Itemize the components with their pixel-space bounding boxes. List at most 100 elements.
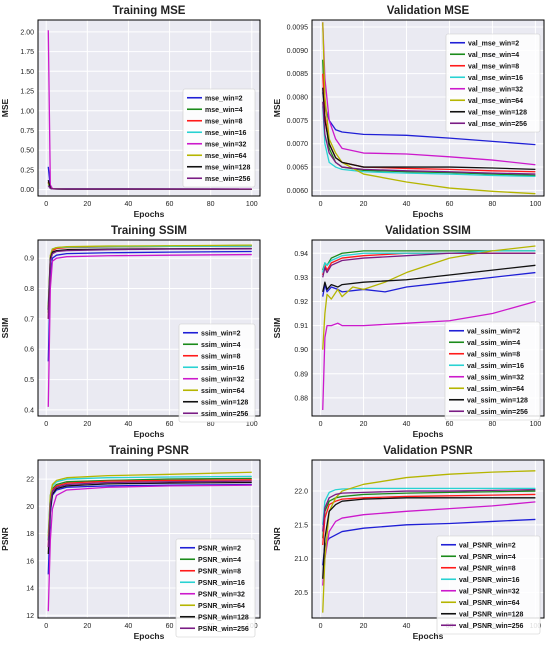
legend-label: mse_win=16 bbox=[205, 130, 247, 137]
legend-label: val_PSNR_win=2 bbox=[459, 542, 516, 549]
chart-title: Validation PSNR bbox=[383, 445, 473, 457]
legend-box bbox=[436, 535, 541, 635]
chart-panel-5: 020406080100121416182022Training PSNREpo… bbox=[0, 445, 261, 641]
y-tick-label: 20.5 bbox=[294, 590, 308, 597]
x-tick-label: 80 bbox=[489, 421, 497, 428]
y-axis-label: PSNR bbox=[272, 527, 282, 551]
y-tick-label: 0.93 bbox=[294, 275, 308, 282]
y-tick-label: 0.0080 bbox=[287, 95, 309, 102]
y-tick-label: 0.0095 bbox=[287, 25, 309, 32]
legend: PSNR_win=2 PSNR_win=4 PSNR_win=8 PSNR_win=1… bbox=[175, 538, 256, 638]
y-tick-label: 18 bbox=[26, 531, 34, 538]
x-axis-label: Epochs bbox=[134, 631, 165, 641]
axes-frame bbox=[311, 239, 545, 417]
legend-box bbox=[175, 538, 256, 638]
y-tick-label: 1.25 bbox=[20, 89, 34, 96]
legend-label: PSNR_win=32 bbox=[198, 591, 245, 598]
x-tick-label: 40 bbox=[403, 421, 411, 428]
x-tick-label: 0 bbox=[319, 623, 323, 630]
series-line-val_mse_win=128 bbox=[322, 87, 536, 171]
x-tick-label: 20 bbox=[360, 623, 368, 630]
x-tick-label: 40 bbox=[125, 623, 133, 630]
x-tick-label: 100 bbox=[530, 201, 542, 208]
y-tick-label: 22.0 bbox=[294, 489, 308, 496]
legend-label: val_mse_win=256 bbox=[468, 121, 527, 128]
chart-title: Validation MSE bbox=[387, 5, 470, 17]
legend-label: val_mse_win=2 bbox=[468, 40, 519, 47]
x-axis-label: Epochs bbox=[413, 631, 444, 641]
x-axis-label: Epochs bbox=[134, 429, 165, 439]
y-tick-label: 14 bbox=[26, 586, 34, 593]
series-lines bbox=[47, 30, 252, 190]
y-axis-label: MSE bbox=[272, 98, 282, 117]
y-axis-label: PSNR bbox=[0, 527, 10, 551]
legend-label: val_ssim_win=8 bbox=[467, 351, 520, 358]
series-line-val_PSNR_win=32 bbox=[322, 501, 536, 586]
series-line-val_PSNR_win=128 bbox=[322, 497, 536, 579]
y-tick-label: 0.0090 bbox=[287, 48, 309, 55]
x-tick-label: 40 bbox=[125, 421, 133, 428]
y-tick-label: 0.0075 bbox=[287, 118, 309, 125]
legend-label: val_PSNR_win=32 bbox=[459, 588, 520, 595]
legend-label: mse_win=256 bbox=[205, 176, 250, 183]
y-tick-label: 0.7 bbox=[24, 316, 34, 323]
series-line-val_PSNR_win=8 bbox=[322, 493, 536, 546]
y-tick-label: 16 bbox=[26, 558, 34, 565]
y-tick-label: 1.75 bbox=[20, 49, 34, 56]
legend-label: val_mse_win=4 bbox=[468, 52, 519, 59]
x-tick-label: 60 bbox=[166, 421, 174, 428]
legend-label: PSNR_win=64 bbox=[198, 603, 245, 610]
legend-label: val_ssim_win=32 bbox=[467, 374, 524, 381]
legend: val_ssim_win=2 val_ssim_win=4 val_ssim_win… bbox=[444, 321, 541, 421]
y-tick-label: 0.50 bbox=[20, 148, 34, 155]
y-tick-label: 20 bbox=[26, 504, 34, 511]
y-tick-label: 2.00 bbox=[20, 29, 34, 36]
y-tick-label: 0.8 bbox=[24, 286, 34, 293]
legend-label: mse_win=2 bbox=[205, 95, 243, 102]
legend-label: ssim_win=4 bbox=[201, 342, 241, 349]
x-tick-label: 0 bbox=[44, 201, 48, 208]
legend-label: val_mse_win=8 bbox=[468, 63, 519, 70]
series-line-mse_win=256 bbox=[47, 185, 252, 190]
y-tick-label: 0.89 bbox=[294, 371, 308, 378]
x-axis-label: Epochs bbox=[134, 209, 165, 219]
chart-title: Training PSNR bbox=[109, 445, 190, 457]
x-tick-label: 60 bbox=[446, 421, 454, 428]
legend-label: ssim_win=2 bbox=[201, 330, 241, 337]
legend-label: val_PSNR_win=8 bbox=[459, 565, 516, 572]
legend-label: ssim_win=256 bbox=[201, 411, 248, 418]
x-tick-label: 20 bbox=[360, 201, 368, 208]
legend: val_mse_win=2 val_mse_win=4 val_mse_win=8v… bbox=[445, 33, 541, 133]
series-line-PSNR_win=64 bbox=[47, 471, 252, 537]
series-line-val_ssim_win=32 bbox=[322, 300, 536, 410]
axes-frame bbox=[37, 239, 261, 417]
series-line-val_PSNR_win=16 bbox=[322, 487, 536, 525]
legend-label: val_PSNR_win=4 bbox=[459, 554, 516, 561]
y-tick-label: 0.94 bbox=[294, 251, 308, 258]
legend-label: PSNR_win=128 bbox=[198, 614, 249, 621]
legend-label: mse_win=32 bbox=[205, 141, 247, 148]
x-axis-label: Epochs bbox=[413, 429, 444, 439]
y-tick-label: 0.25 bbox=[20, 167, 34, 174]
y-tick-label: 0.9 bbox=[24, 256, 34, 263]
legend-label: val_mse_win=64 bbox=[468, 98, 523, 105]
x-tick-label: 80 bbox=[207, 201, 215, 208]
series-line-val_mse_win=256 bbox=[322, 101, 536, 175]
series-line-ssim_win=256 bbox=[47, 248, 252, 319]
legend-label: val_ssim_win=256 bbox=[467, 409, 528, 416]
legend-label: val_ssim_win=16 bbox=[467, 363, 524, 370]
legend-label: ssim_win=16 bbox=[201, 365, 244, 372]
axes-frame bbox=[37, 19, 261, 197]
legend-label: mse_win=128 bbox=[205, 164, 250, 171]
legend: ssim_win=2 ssim_win=4 ssim_win=8 ssim_win=1… bbox=[178, 323, 256, 423]
y-tick-label: 0.0060 bbox=[287, 188, 309, 195]
y-tick-label: 0.0065 bbox=[287, 165, 309, 172]
x-tick-label: 40 bbox=[403, 201, 411, 208]
legend-label: PSNR_win=256 bbox=[198, 626, 249, 633]
y-tick-label: 21.5 bbox=[294, 522, 308, 529]
y-tick-label: 21.0 bbox=[294, 556, 308, 563]
x-tick-label: 80 bbox=[207, 421, 215, 428]
series-line-val_PSNR_win=4 bbox=[322, 490, 536, 539]
x-tick-label: 100 bbox=[246, 421, 258, 428]
